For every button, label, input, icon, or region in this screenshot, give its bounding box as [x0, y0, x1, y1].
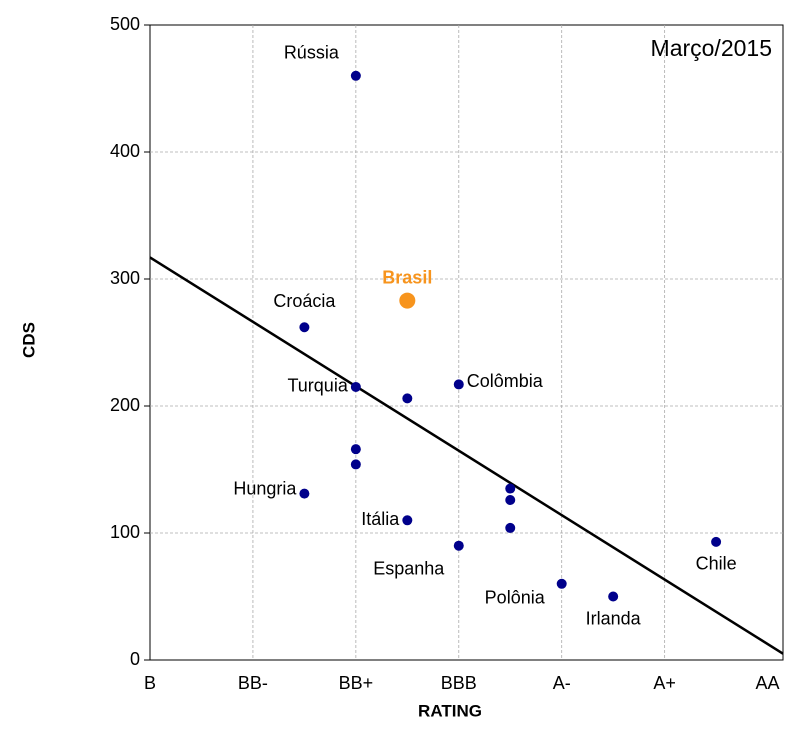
annotation: Março/2015	[651, 35, 772, 61]
plot-frame	[149, 24, 784, 661]
y-tick-label: 200	[110, 395, 140, 415]
y-tick-label: 0	[130, 649, 140, 669]
point	[350, 444, 361, 455]
y-tick-label: 300	[110, 268, 140, 288]
point-label: Croácia	[273, 291, 336, 311]
point	[402, 393, 413, 404]
point-label: Turquia	[287, 376, 348, 396]
point-label: Colômbia	[467, 371, 544, 391]
point-label: Itália	[361, 509, 400, 529]
trendline	[149, 256, 784, 655]
x-tick-label: B	[144, 673, 156, 693]
point	[299, 488, 310, 499]
y-axis-label: CDS	[19, 322, 38, 358]
point	[453, 379, 464, 390]
point	[608, 591, 619, 602]
x-tick-label: AA	[756, 673, 780, 693]
y-tick-label: 500	[110, 14, 140, 34]
point-label: Brasil	[382, 267, 432, 287]
point	[350, 459, 361, 470]
y-tick-label: 100	[110, 522, 140, 542]
point	[399, 292, 416, 309]
point	[299, 322, 310, 333]
point	[505, 522, 516, 533]
point	[711, 536, 722, 547]
x-tick-label: BB+	[339, 673, 374, 693]
point-label: Chile	[696, 554, 737, 574]
point	[350, 381, 361, 392]
x-tick-label: BB-	[238, 673, 268, 693]
point-label: Irlanda	[586, 608, 642, 628]
point	[505, 483, 516, 494]
point-label: Espanha	[373, 558, 445, 578]
point	[350, 70, 361, 81]
point	[556, 578, 567, 589]
point	[505, 494, 516, 505]
x-tick-label: A+	[653, 673, 676, 693]
y-tick-label: 400	[110, 141, 140, 161]
point	[453, 540, 464, 551]
point-label: Polônia	[485, 588, 546, 608]
x-tick-label: A-	[553, 673, 571, 693]
x-tick-label: BBB	[441, 673, 477, 693]
point-label: Hungria	[233, 478, 297, 498]
point-label: Rússia	[284, 43, 340, 63]
point	[402, 515, 413, 526]
x-axis-label: RATING	[418, 701, 482, 720]
